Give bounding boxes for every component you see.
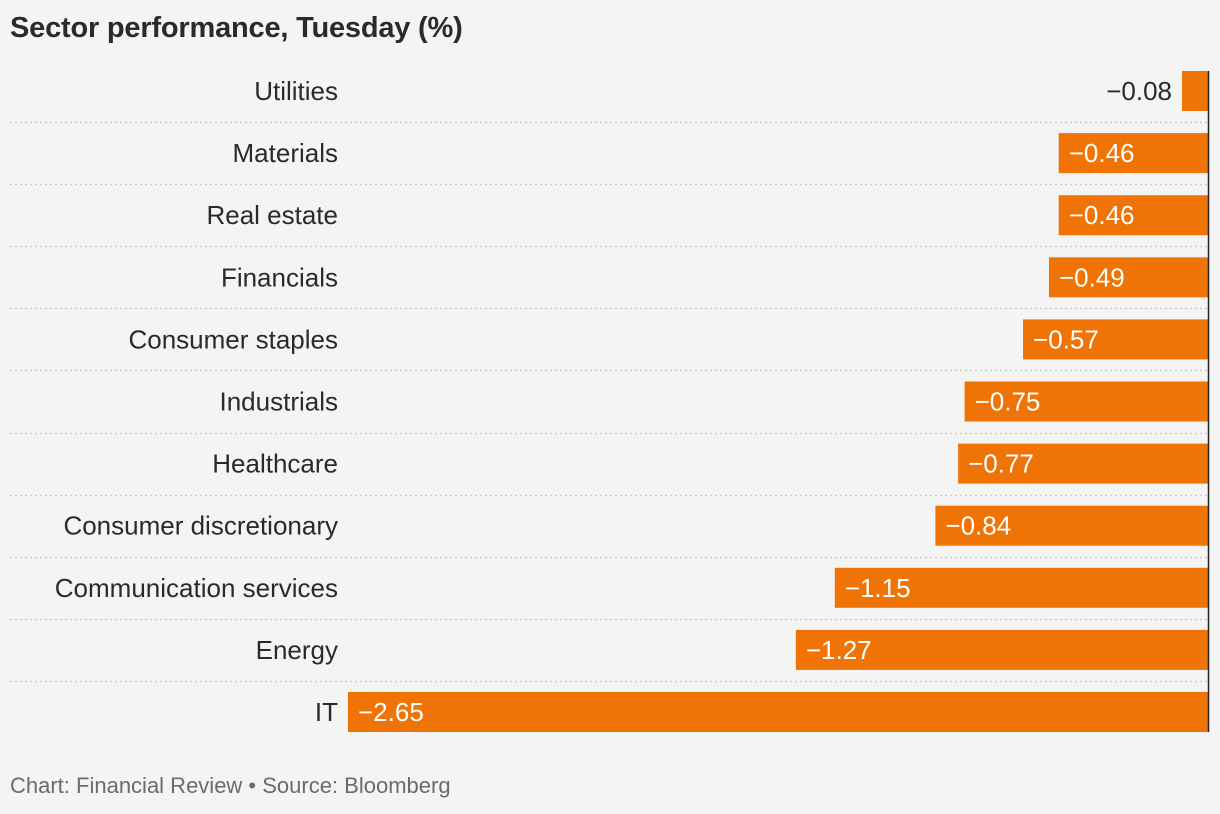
bar: [1182, 71, 1208, 111]
bar: [795, 629, 1208, 670]
value-label: −0.57: [1033, 324, 1099, 354]
bar: [1048, 257, 1208, 298]
value-label: −0.08: [1106, 76, 1172, 106]
value-label: −2.65: [358, 697, 424, 727]
category-label: Healthcare: [212, 449, 338, 479]
category-label: Consumer discretionary: [63, 511, 338, 541]
bars: [348, 71, 1208, 732]
chart-title: Sector performance, Tuesday (%): [10, 12, 463, 44]
category-label: Real estate: [206, 200, 338, 230]
category-label: Industrials: [220, 387, 339, 417]
value-label: −0.46: [1069, 200, 1135, 230]
category-label: Communication services: [55, 573, 338, 603]
category-label: Utilities: [254, 76, 338, 106]
category-label: IT: [315, 697, 338, 727]
value-label: −0.77: [968, 449, 1034, 479]
value-label: −1.27: [806, 635, 872, 665]
bar: [958, 443, 1208, 484]
labels: Utilities −0.08 Materials −0.46 Real estate −…: [55, 76, 1172, 727]
category-label: Energy: [256, 635, 338, 665]
value-label: −0.75: [975, 387, 1041, 417]
bar: [1023, 319, 1208, 360]
category-label: Financials: [221, 262, 338, 292]
bar: [935, 505, 1208, 546]
bar: [348, 692, 1208, 732]
bar: [964, 381, 1208, 422]
value-label: −0.46: [1069, 138, 1135, 168]
chart-source-footer: Chart: Financial Review • Source: Bloomb…: [10, 773, 451, 798]
bar: [1058, 133, 1208, 174]
category-label: Consumer staples: [128, 324, 338, 354]
value-label: −0.49: [1059, 262, 1125, 292]
value-label: −0.84: [945, 511, 1011, 541]
value-label: −1.15: [845, 573, 911, 603]
category-label: Materials: [233, 138, 338, 168]
bar: [1058, 195, 1208, 236]
bar: [834, 567, 1208, 608]
